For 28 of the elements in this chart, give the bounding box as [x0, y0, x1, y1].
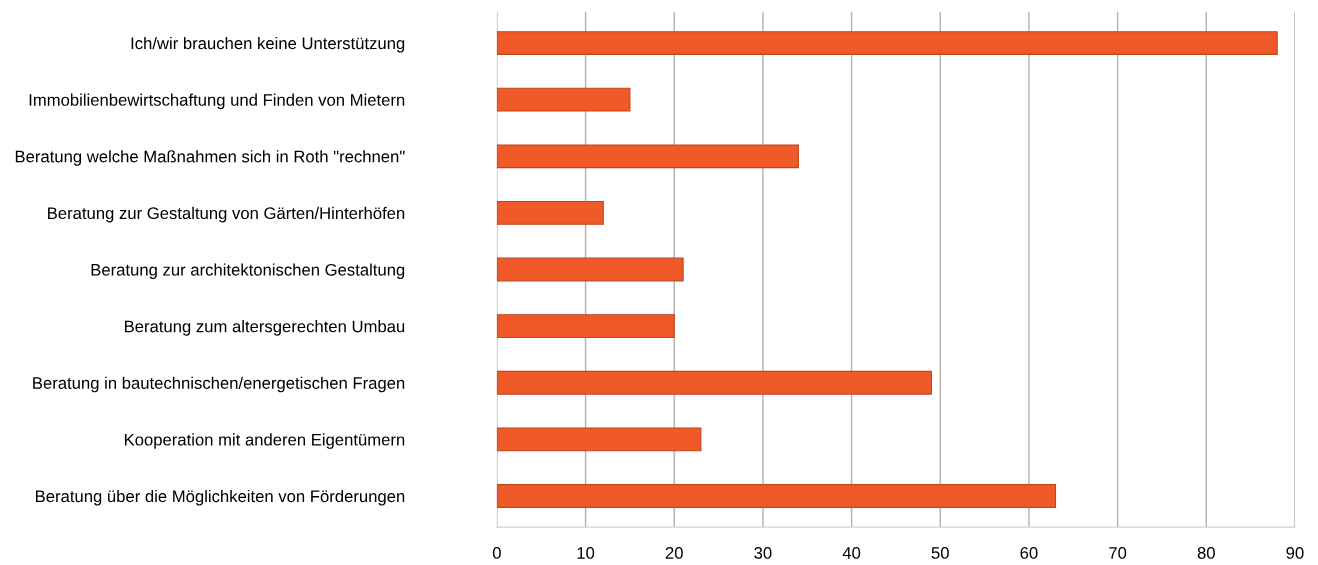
x-tick-label: 90 — [1286, 547, 1304, 559]
y-tick-label: Beratung in bautechnischen/energetischen Fragen — [33, 376, 405, 393]
bar — [496, 427, 702, 452]
x-tick-label: 40 — [842, 547, 861, 559]
x-tick-label: 50 — [931, 547, 949, 559]
y-tick-label: Immobilienbewirtschaftung und Finden von Mietern — [29, 93, 405, 110]
bar — [496, 484, 1057, 508]
y-tick-label: Beratung zur Gestaltung von Gärten/Hinterhöfen — [48, 206, 405, 223]
x-tick-label: 10 — [577, 547, 595, 559]
y-tick-label: Beratung welche Maßnahmen sich in Roth "rechnen" — [15, 150, 405, 166]
bar — [496, 87, 631, 112]
bar — [496, 314, 675, 339]
x-tick-label: 30 — [754, 547, 772, 559]
bar — [496, 257, 684, 282]
y-tick-label: Kooperation mit anderen Eigentümern — [124, 433, 405, 449]
bar — [496, 201, 604, 225]
bar — [496, 144, 799, 169]
y-tick-label: Beratung zum altersgerechten Umbau — [124, 320, 405, 336]
x-tick-label: 70 — [1109, 547, 1127, 559]
x-tick-label: 0 — [492, 547, 501, 559]
x-tick-label: 80 — [1197, 547, 1215, 559]
bar — [496, 31, 1278, 55]
x-tick-label: 20 — [665, 547, 683, 559]
bar — [496, 370, 932, 395]
y-tick-label: Beratung über die Möglichkeiten von Förderungen — [36, 489, 405, 506]
x-tick-label: 60 — [1020, 547, 1038, 559]
y-tick-label: Ich/wir brauchen keine Unterstützung — [131, 36, 405, 53]
y-tick-label: Beratung zur architektonischen Gestaltung — [91, 263, 405, 279]
